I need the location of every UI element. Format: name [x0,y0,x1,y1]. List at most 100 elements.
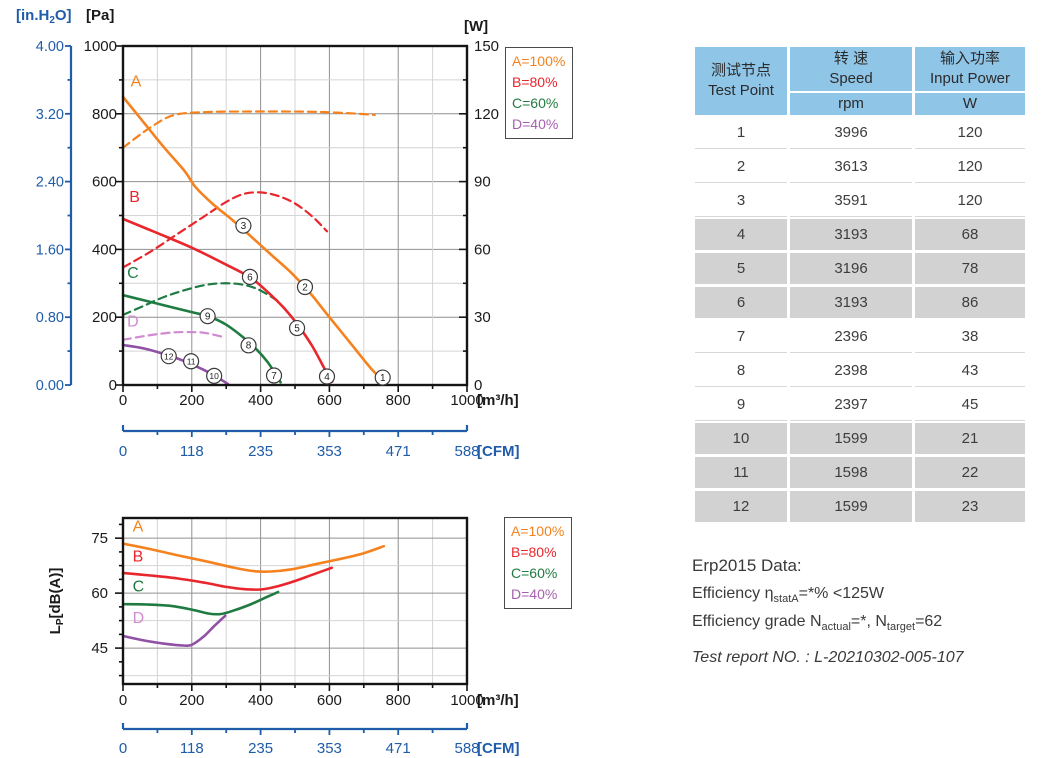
table-row-point-5: 5 3196 78 [695,253,1025,285]
cell-speed: 3613 [790,151,912,183]
cell-power: 120 [915,117,1025,149]
w-unit-header: [W] [464,18,488,35]
test-point-marker-4: 4 [318,368,336,385]
cell-test-point: 11 [695,457,787,489]
legend-item-D: D=40% [511,586,558,602]
cfm-tick-label: 118 [180,740,204,757]
cell-speed: 1599 [790,491,912,523]
test-point-marker-2: 2 [296,278,314,296]
marker-number: 7 [271,371,277,382]
cell-test-point: 8 [695,355,787,387]
series-B-pressure [121,217,334,383]
erp-eff-post: =*% <125W [798,585,884,602]
cell-power: 120 [915,151,1025,183]
test-point-marker-10: 10 [206,367,223,384]
erp-notes: Erp2015 Data: Efficiency ηstatA=*% <125W… [692,556,1044,683]
inh2o-tick-label: 0.80 [36,310,64,326]
marker-number: 10 [209,371,219,381]
pa-tick-label: 600 [92,174,117,191]
test-point-marker-5: 5 [288,319,306,337]
pa-tick-label: 400 [92,241,117,258]
cfm-tick-label: 235 [248,443,273,460]
cell-test-point: 3 [695,185,787,217]
series-A-pressure [121,95,386,383]
series-C-noise [121,590,280,616]
legend-item-A: A=100% [512,53,566,69]
w-tick-label: 90 [474,174,491,191]
marker-number: 9 [205,312,211,323]
legend-item-C: C=60% [511,565,558,581]
cfm-tick-label: 588 [454,740,479,757]
series-A-noise [121,542,386,573]
curve-label-A: A [131,74,142,91]
erp-efficiency-line: Efficiency ηstatA=*% <125W [692,585,1044,605]
table-row-point-6: 6 3193 86 [695,287,1025,319]
col-header-power: 输入功率 Input Power [915,47,1025,91]
cell-speed: 3591 [790,185,912,217]
test-point-marker-7: 7 [265,367,283,384]
cfm-tick-label: 0 [119,443,127,460]
cell-test-point: 2 [695,151,787,183]
marker-circle [241,268,259,285]
table-row-point-12: 12 1599 23 [695,491,1025,523]
cell-power: 38 [915,321,1025,353]
w-tick-label: 150 [474,38,499,55]
table-row-point-11: 11 1598 22 [695,457,1025,489]
cfm-tick-label: 471 [386,740,411,757]
cell-speed: 1598 [790,457,912,489]
marker-number: 2 [302,282,308,293]
cell-test-point: 10 [695,423,787,455]
cell-power: 21 [915,423,1025,455]
cfm-tick-label: 588 [454,443,479,460]
marker-circle [265,367,283,384]
w-tick-label: 120 [474,106,499,123]
chart-unit-headers: [in.H2O] [Pa] [W] [16,7,488,35]
series-A-power [121,110,376,149]
erp-test-report: Test report NO. : L-20210302-005-107 [692,649,964,667]
legend-item-D: D=40% [512,116,559,132]
test-point-marker-8: 8 [240,337,257,354]
table-row-point-2: 2 3613 120 [695,151,1025,183]
cfm-tick-label: 353 [317,740,342,757]
erp-grade-sub2: target [886,621,916,634]
cell-test-point: 9 [695,389,787,421]
x-tick-label: 1000 [450,392,483,409]
cfm-tick-label: 0 [119,740,127,757]
curve-label-D: D [127,314,139,331]
x-tick-label: 400 [248,692,273,709]
inh2o-tick-label: 2.40 [36,175,64,191]
marker-number: 11 [187,357,196,367]
pa-tick-label: 1000 [84,38,117,55]
test-point-marker-6: 6 [241,268,259,285]
cfm-axis-unit: [CFM] [477,443,519,460]
marker-number: 12 [164,352,174,362]
cell-speed: 2396 [790,321,912,353]
erp-grade-post: =62 [915,613,943,631]
table-row-point-4: 4 3193 68 [695,219,1025,251]
pa-tick-label: 200 [92,309,117,326]
x-tick-label: 200 [179,392,204,409]
pa-tick-label: 800 [92,106,117,123]
marker-circle [160,348,177,365]
legend-top: A=100% B=80% C=60% D=40% [505,47,574,139]
series-B-noise [121,566,334,591]
marker-circle [235,217,252,234]
col-header-test-point: 测试节点 Test Point [695,47,787,115]
x-tick-label: 200 [179,692,204,709]
erp-eff-pre: Efficiency η [692,585,774,602]
legend-item-B: B=80% [511,544,557,560]
x-tick-label: 800 [386,392,411,409]
marker-circle [318,368,336,385]
cfm-axis-unit: [CFM] [477,740,519,757]
cell-test-point: 7 [695,321,787,353]
marker-circle [240,337,257,354]
cell-power: 43 [915,355,1025,387]
cfm-tick-label: 353 [317,443,342,460]
legend-bottom: A=100% B=80% C=60% D=40% [504,517,573,609]
table-row-point-10: 10 1599 21 [695,423,1025,455]
db-tick-label: 45 [91,640,108,657]
noise-y-axis-title: LP[dB(A)] [47,568,66,635]
x-axis-unit-m3h: [m³/h] [477,392,519,409]
